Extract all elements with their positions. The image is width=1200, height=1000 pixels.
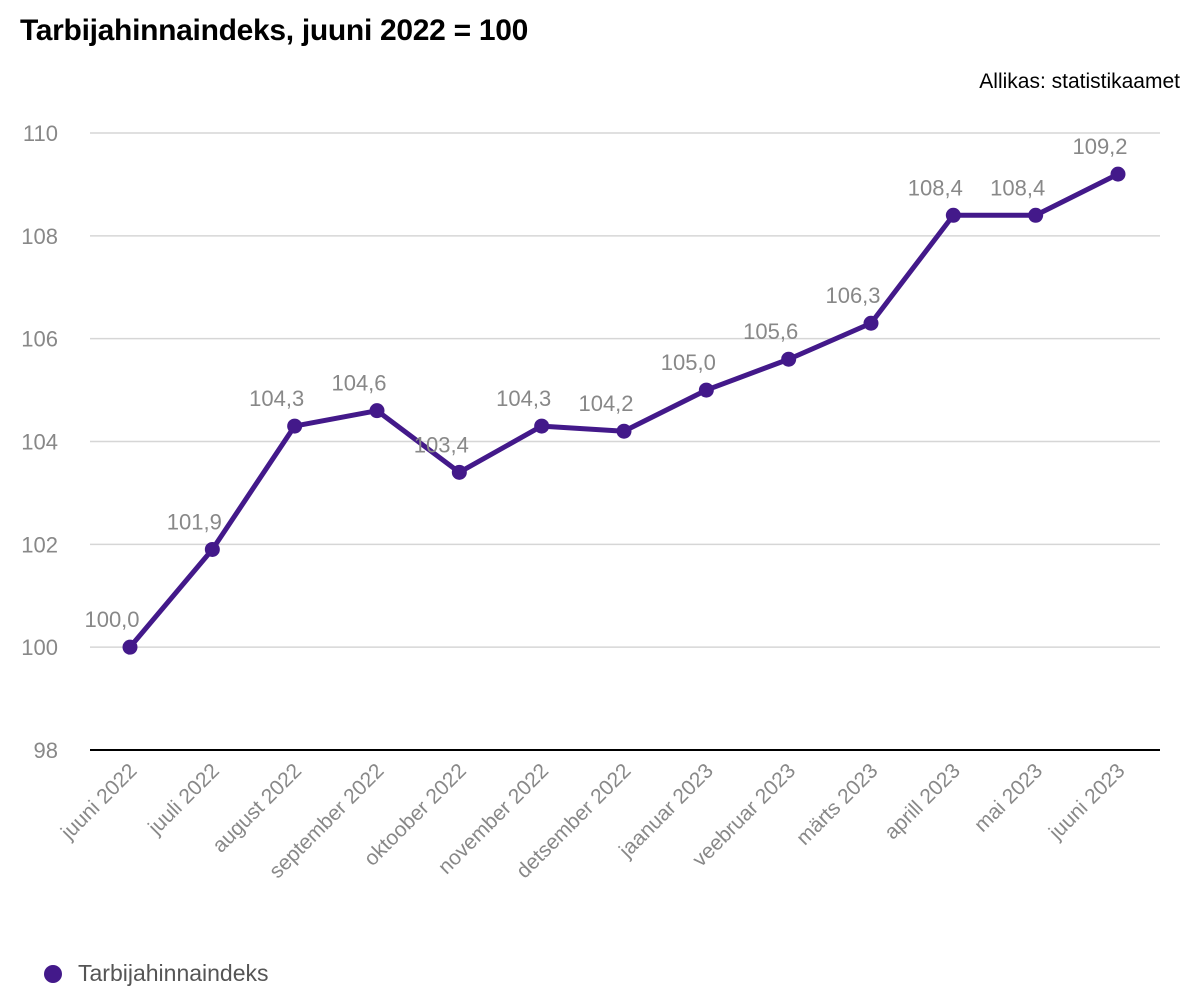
y-tick-label: 110 — [23, 121, 58, 146]
data-point — [616, 423, 632, 439]
x-tick-label: märts 2023 — [792, 759, 883, 850]
y-tick-label: 106 — [21, 327, 58, 352]
data-label: 104,3 — [249, 386, 304, 411]
x-tick-label: mai 2023 — [970, 759, 1047, 836]
y-tick-label: 98 — [34, 738, 58, 763]
line-chart: 98 100 102 104 106 108 110 juuni 2022 juuli 202… — [21, 121, 1160, 883]
gridlines — [90, 132, 1160, 751]
y-tick-label: 104 — [21, 430, 58, 455]
y-axis-ticks: 98 100 102 104 106 108 110 — [21, 121, 58, 763]
x-tick-label: juuli 2022 — [143, 759, 224, 840]
data-point — [122, 639, 138, 655]
series-line-group — [122, 166, 1126, 655]
data-label: 108,4 — [990, 175, 1045, 200]
legend-label: Tarbijahinnaindeks — [78, 960, 269, 986]
y-tick-label: 108 — [21, 224, 58, 249]
x-tick-label: juuni 2022 — [56, 759, 142, 845]
data-label: 105,6 — [743, 319, 798, 344]
data-label: 104,6 — [331, 371, 386, 396]
data-point — [451, 464, 467, 480]
legend: Tarbijahinnaindeks — [44, 960, 269, 987]
data-point — [1110, 166, 1126, 182]
data-point — [369, 403, 385, 419]
data-point — [1028, 207, 1044, 223]
data-label: 105,0 — [661, 350, 716, 375]
data-label: 104,3 — [496, 386, 551, 411]
chart-title: Tarbijahinnaindeks, juuni 2022 = 100 — [20, 14, 529, 47]
y-tick-label: 100 — [21, 635, 58, 660]
data-point — [863, 315, 879, 331]
y-tick-label: 102 — [21, 532, 58, 557]
data-point — [781, 351, 797, 367]
data-point — [945, 207, 961, 223]
data-point — [287, 418, 303, 434]
data-label: 106,3 — [825, 283, 880, 308]
legend-marker — [44, 964, 62, 983]
data-label: 109,2 — [1072, 134, 1127, 159]
source-note: Allikas: statistikaamet — [979, 70, 1180, 93]
data-label: 108,4 — [908, 175, 963, 200]
data-label: 100,0 — [84, 607, 139, 632]
data-point — [534, 418, 550, 434]
data-labels: 100,0 101,9 104,3 104,6 103,4 104,3 104,2 105,0… — [84, 134, 1127, 632]
data-point — [204, 541, 220, 557]
x-tick-label: aprill 2023 — [880, 759, 965, 844]
data-label: 104,2 — [578, 391, 633, 416]
x-tick-label: juuni 2023 — [1044, 759, 1130, 845]
data-label: 101,9 — [167, 509, 222, 534]
data-point — [698, 382, 714, 398]
data-label: 103,4 — [414, 432, 469, 457]
